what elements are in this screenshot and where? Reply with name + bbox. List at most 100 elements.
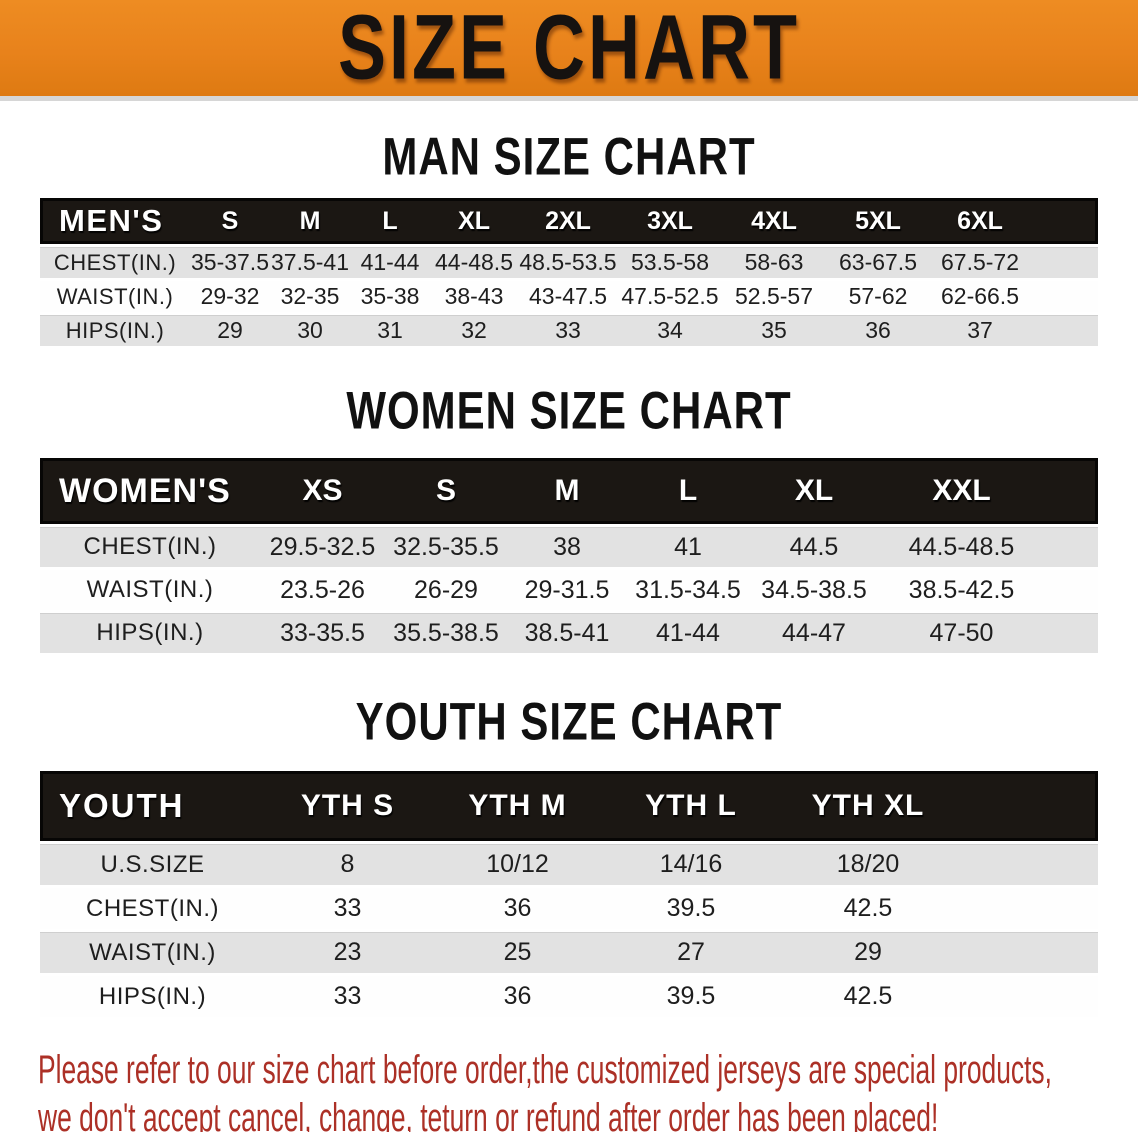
size-header-row: MEN'S S M L XL 2XL 3XL 4XL 5XL 6XL — [40, 198, 1098, 244]
size-column-header: YTH XL — [777, 771, 959, 841]
measurement-value-cell: 58-63 — [722, 247, 826, 278]
measurement-value-cell: 35.5-38.5 — [385, 613, 507, 653]
row-label-cell: HIPS(IN.) — [40, 976, 265, 1017]
women-size-section: WOMEN SIZE CHART WOMEN'S XS S M L XL XXL CHEST(I… — [0, 349, 1138, 656]
measurement-value-cell: 31 — [350, 315, 430, 346]
measurement-value-cell: 33 — [518, 315, 618, 346]
measurement-value-cell: 38 — [507, 527, 627, 567]
size-column-header: S — [190, 198, 270, 244]
measurement-value-cell: 38.5-42.5 — [879, 570, 1044, 610]
measurement-value-cell: 29-32 — [190, 281, 270, 312]
measurement-value-cell: 67.5-72 — [930, 247, 1030, 278]
measurement-value-cell: 33-35.5 — [260, 613, 385, 653]
measurement-value-cell: 39.5 — [605, 976, 777, 1017]
measurement-row: HIPS(IN.) 29 30 31 32 33 34 35 36 37 — [40, 315, 1098, 346]
row-label-cell: CHEST(IN.) — [40, 527, 260, 567]
measurement-value-cell: 47-50 — [879, 613, 1044, 653]
measurement-value-cell: 63-67.5 — [826, 247, 930, 278]
filler-cell — [1030, 281, 1098, 312]
size-chart-content: MAN SIZE CHART MEN'S S M L XL 2XL 3XL 4XL 5XL 6XL C… — [0, 101, 1138, 1020]
measurement-value-cell: 30 — [270, 315, 350, 346]
measurement-value-cell: 33 — [265, 976, 430, 1017]
measurement-value-cell: 10/12 — [430, 844, 605, 885]
size-column-header: S — [385, 458, 507, 524]
measurement-value-cell: 48.5-53.5 — [518, 247, 618, 278]
measurement-value-cell: 32.5-35.5 — [385, 527, 507, 567]
filler-cell — [959, 844, 1098, 885]
row-label-cell: WAIST(IN.) — [40, 932, 265, 973]
measurement-value-cell: 37.5-41 — [270, 247, 350, 278]
women-table-title-cell: WOMEN'S — [40, 458, 260, 524]
measurement-value-cell: 18/20 — [777, 844, 959, 885]
measurement-row: U.S.SIZE 8 10/12 14/16 18/20 — [40, 844, 1098, 885]
filler-cell — [1044, 527, 1098, 567]
row-label-cell: WAIST(IN.) — [40, 570, 260, 610]
size-column-header: M — [507, 458, 627, 524]
measurement-value-cell: 29 — [190, 315, 270, 346]
measurement-row: CHEST(IN.) 29.5-32.5 32.5-35.5 38 41 44.5 44.5… — [40, 527, 1098, 567]
size-note-line-2: we don't accept cancel, change, teturn o… — [38, 1096, 939, 1132]
measurement-row: CHEST(IN.) 35-37.5 37.5-41 41-44 44-48.5 48.5… — [40, 247, 1098, 278]
youth-size-section: YOUTH SIZE CHART YOUTH YTH S YTH M YTH L YTH … — [0, 656, 1138, 1020]
youth-section-heading: YOUTH SIZE CHART — [355, 691, 783, 752]
banner-title: SIZE CHART — [338, 0, 800, 100]
measurement-value-cell: 41-44 — [350, 247, 430, 278]
size-note-line-1: Please refer to our size chart before or… — [38, 1048, 1052, 1092]
measurement-value-cell: 34 — [618, 315, 722, 346]
filler-cell — [1044, 613, 1098, 653]
size-header-row: WOMEN'S XS S M L XL XXL — [40, 458, 1098, 524]
men-size-section: MAN SIZE CHART MEN'S S M L XL 2XL 3XL 4XL 5XL 6XL C… — [0, 101, 1138, 349]
row-label-cell: CHEST(IN.) — [40, 247, 190, 278]
measurement-value-cell: 37 — [930, 315, 1030, 346]
measurement-value-cell: 39.5 — [605, 888, 777, 929]
measurement-value-cell: 35-37.5 — [190, 247, 270, 278]
row-label-cell: HIPS(IN.) — [40, 315, 190, 346]
men-table-title-cell: MEN'S — [40, 198, 190, 244]
women-size-table: WOMEN'S XS S M L XL XXL CHEST(IN.) 29.5-32.5 32.5… — [40, 455, 1098, 656]
measurement-row: HIPS(IN.) 33-35.5 35.5-38.5 38.5-41 41-44 44-… — [40, 613, 1098, 653]
filler-cell — [959, 888, 1098, 929]
measurement-row: WAIST(IN.) 23.5-26 26-29 29-31.5 31.5-34.5 34… — [40, 570, 1098, 610]
measurement-row: WAIST(IN.) 23 25 27 29 — [40, 932, 1098, 973]
measurement-value-cell: 23.5-26 — [260, 570, 385, 610]
measurement-value-cell: 57-62 — [826, 281, 930, 312]
women-section-heading: WOMEN SIZE CHART — [346, 380, 792, 440]
measurement-value-cell: 35 — [722, 315, 826, 346]
measurement-value-cell: 25 — [430, 932, 605, 973]
measurement-value-cell: 44-48.5 — [430, 247, 518, 278]
measurement-value-cell: 52.5-57 — [722, 281, 826, 312]
measurement-value-cell: 41 — [627, 527, 749, 567]
measurement-value-cell: 29-31.5 — [507, 570, 627, 610]
measurement-value-cell: 62-66.5 — [930, 281, 1030, 312]
measurement-value-cell: 36 — [430, 976, 605, 1017]
size-column-header: YTH L — [605, 771, 777, 841]
measurement-value-cell: 36 — [430, 888, 605, 929]
measurement-row: WAIST(IN.) 29-32 32-35 35-38 38-43 43-47.5 47.… — [40, 281, 1098, 312]
measurement-row: CHEST(IN.) 33 36 39.5 42.5 — [40, 888, 1098, 929]
filler-cell — [959, 932, 1098, 973]
measurement-value-cell: 8 — [265, 844, 430, 885]
measurement-value-cell: 38-43 — [430, 281, 518, 312]
measurement-value-cell: 43-47.5 — [518, 281, 618, 312]
size-column-header: 4XL — [722, 198, 826, 244]
measurement-value-cell: 32 — [430, 315, 518, 346]
measurement-row: HIPS(IN.) 33 36 39.5 42.5 — [40, 976, 1098, 1017]
size-column-header: XXL — [879, 458, 1044, 524]
measurement-value-cell: 31.5-34.5 — [627, 570, 749, 610]
size-chart-banner: SIZE CHART — [0, 0, 1138, 101]
measurement-value-cell: 44.5-48.5 — [879, 527, 1044, 567]
size-note: Please refer to our size chart before or… — [38, 1046, 1138, 1132]
row-label-cell: HIPS(IN.) — [40, 613, 260, 653]
men-size-table: MEN'S S M L XL 2XL 3XL 4XL 5XL 6XL CHEST(IN.) 35-37… — [40, 195, 1098, 349]
size-column-header: 6XL — [930, 198, 1030, 244]
measurement-value-cell: 35-38 — [350, 281, 430, 312]
measurement-value-cell: 36 — [826, 315, 930, 346]
size-header-row: YOUTH YTH S YTH M YTH L YTH XL — [40, 771, 1098, 841]
measurement-value-cell: 29 — [777, 932, 959, 973]
measurement-value-cell: 47.5-52.5 — [618, 281, 722, 312]
size-column-header: 5XL — [826, 198, 930, 244]
size-column-header: XL — [430, 198, 518, 244]
measurement-value-cell: 53.5-58 — [618, 247, 722, 278]
row-label-cell: WAIST(IN.) — [40, 281, 190, 312]
measurement-value-cell: 44.5 — [749, 527, 879, 567]
